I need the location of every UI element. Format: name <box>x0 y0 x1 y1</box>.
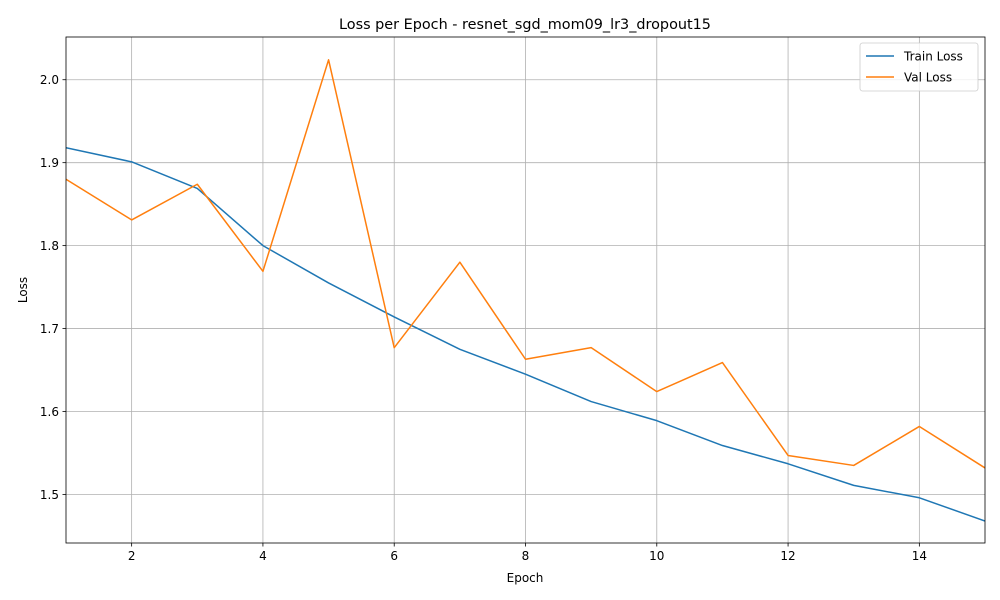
series-line-val-loss <box>66 59 985 469</box>
x-axis: 2 4 6 8 10 12 14 <box>128 543 927 563</box>
x-tick-label: 6 <box>390 549 398 563</box>
y-tick-label: 1.8 <box>40 239 59 253</box>
x-tick-label: 2 <box>128 549 136 563</box>
x-tick-label: 12 <box>780 549 795 563</box>
y-tick-label: 1.6 <box>40 405 59 419</box>
legend-label: Val Loss <box>904 70 952 84</box>
x-tick-label: 8 <box>522 549 530 563</box>
legend-box <box>859 42 979 92</box>
series-line-train-loss <box>66 147 985 522</box>
x-tick-label: 10 <box>649 549 664 563</box>
y-axis: 1.5 1.6 1.7 1.8 1.9 2.0 <box>40 73 66 502</box>
y-tick-label: 1.7 <box>40 322 59 336</box>
chart-title: Loss per Epoch - resnet_sgd_mom09_lr3_dr… <box>339 17 711 33</box>
x-tick-label: 4 <box>259 549 267 563</box>
series-layer <box>66 59 985 522</box>
y-tick-label: 2.0 <box>40 73 59 87</box>
y-tick-label: 1.5 <box>40 488 59 502</box>
y-axis-label: Loss <box>16 277 30 303</box>
x-tick-label: 14 <box>912 549 927 563</box>
legend: Train Loss Val Loss <box>859 42 979 92</box>
legend-label: Train Loss <box>903 49 963 63</box>
x-axis-label: Epoch <box>507 571 544 585</box>
grid <box>66 37 985 543</box>
y-tick-label: 1.9 <box>40 156 59 170</box>
